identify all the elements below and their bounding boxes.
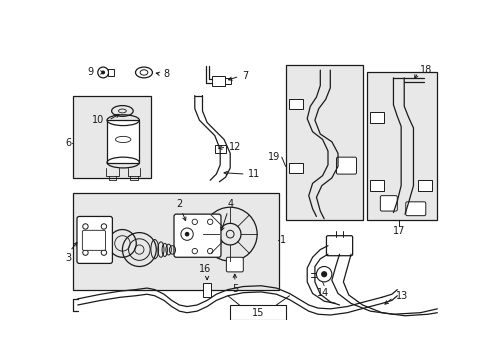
Bar (107, 69, 114, 76)
Bar (417, 180, 431, 191)
Bar (369, 112, 384, 123)
Text: 7: 7 (241, 71, 247, 81)
Bar (203, 283, 210, 297)
Circle shape (101, 71, 105, 75)
Text: 12: 12 (228, 142, 241, 152)
FancyBboxPatch shape (405, 202, 425, 216)
Bar (289, 163, 303, 173)
Bar (366, 72, 436, 220)
Text: 5: 5 (231, 284, 238, 294)
Text: 14: 14 (316, 288, 328, 298)
Text: 16: 16 (198, 264, 210, 274)
Text: 10: 10 (92, 115, 104, 125)
Text: 11: 11 (247, 169, 260, 179)
FancyBboxPatch shape (82, 230, 105, 250)
Text: 2: 2 (176, 199, 182, 209)
Text: 9: 9 (87, 67, 94, 77)
Bar (369, 180, 384, 191)
Text: 4: 4 (227, 199, 233, 209)
Text: 8: 8 (163, 69, 169, 79)
Bar (289, 99, 303, 109)
Bar (214, 145, 225, 153)
Text: 19: 19 (267, 152, 280, 162)
FancyBboxPatch shape (226, 257, 243, 272)
Circle shape (321, 271, 326, 277)
Bar (230, 305, 285, 320)
FancyBboxPatch shape (77, 216, 112, 264)
Text: 3: 3 (65, 253, 71, 264)
Bar (73, 193, 279, 289)
Bar (73, 95, 151, 178)
Text: 1: 1 (280, 235, 286, 244)
Bar (285, 65, 362, 220)
Circle shape (184, 232, 189, 237)
Text: 18: 18 (420, 65, 432, 75)
Text: 17: 17 (392, 226, 404, 237)
Text: 15: 15 (251, 308, 264, 318)
Text: 6: 6 (65, 138, 71, 148)
Bar (224, 78, 230, 84)
Bar (107, 120, 139, 163)
Text: 13: 13 (395, 291, 407, 301)
FancyBboxPatch shape (380, 195, 396, 211)
FancyBboxPatch shape (174, 214, 221, 257)
FancyBboxPatch shape (326, 236, 352, 256)
FancyBboxPatch shape (336, 157, 356, 174)
Bar (212, 76, 224, 86)
